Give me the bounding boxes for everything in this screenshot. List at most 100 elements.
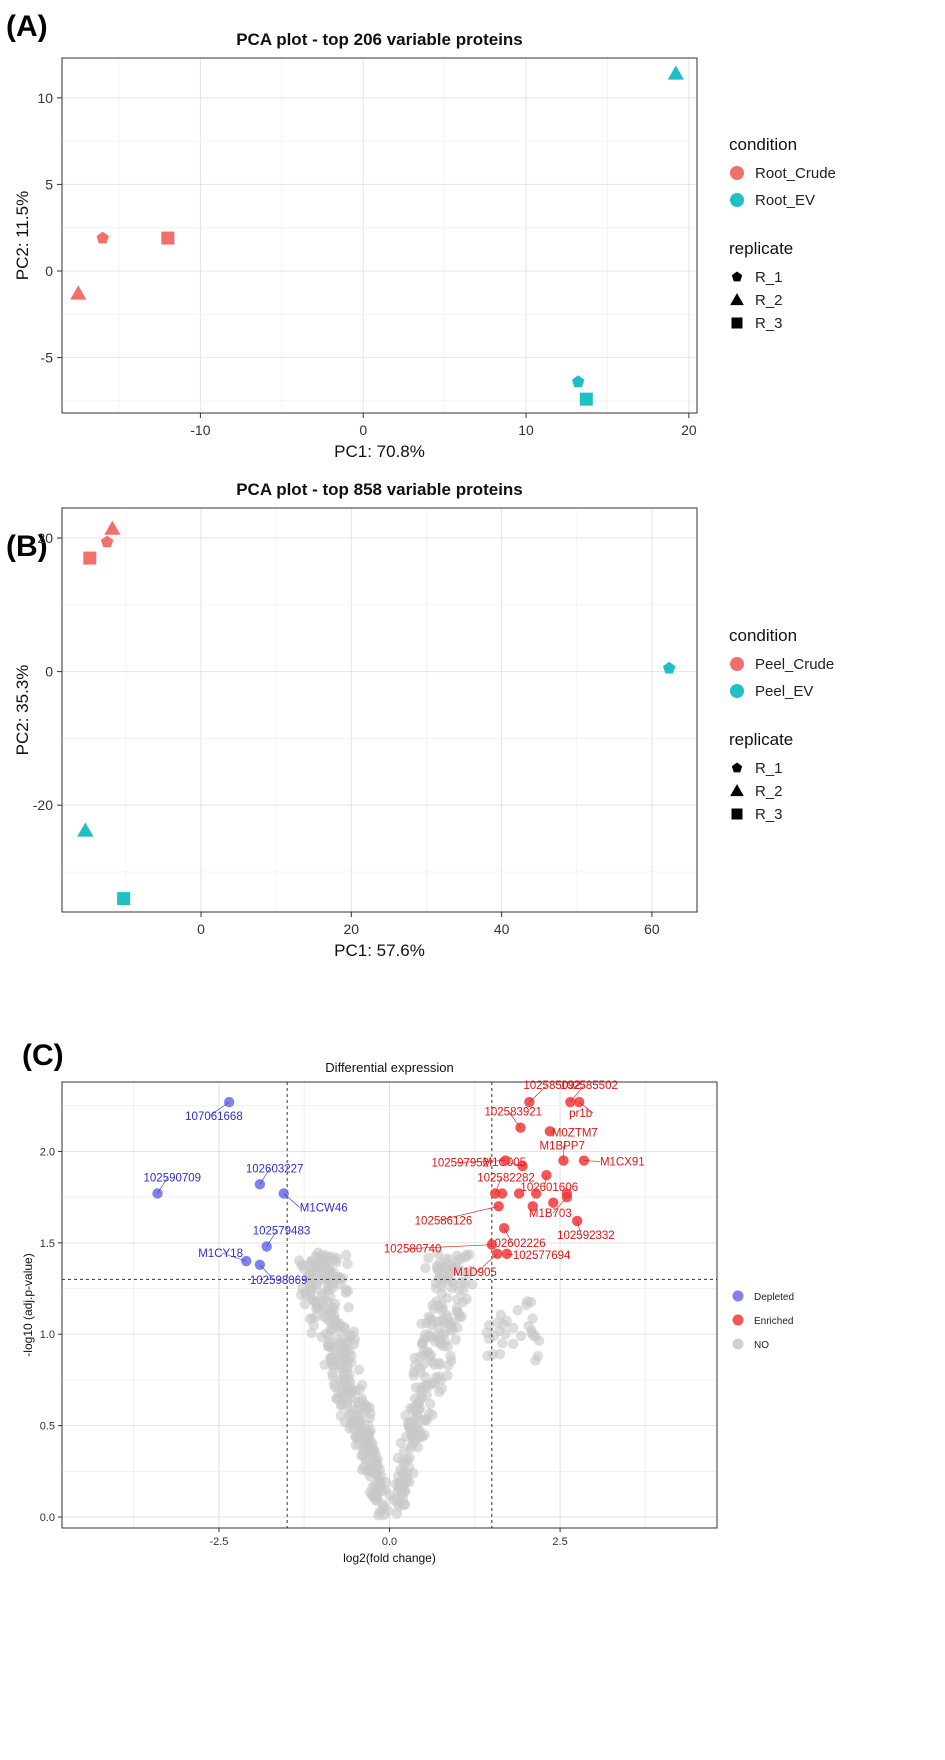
data-point-no: [348, 1338, 360, 1350]
x-axis-label: PC1: 57.6%: [334, 941, 425, 960]
data-point-no: [344, 1377, 356, 1388]
y-tick-label: 1.0: [40, 1329, 55, 1341]
data-point-no: [327, 1282, 338, 1294]
legend-label-r_3: R_3: [755, 806, 783, 823]
label-leader-line: [506, 1253, 513, 1256]
chart-title: PCA plot - top 858 variable proteins: [236, 480, 523, 499]
data-point-no: [532, 1350, 544, 1362]
data-point-no: [422, 1347, 433, 1358]
data-point-no: [417, 1336, 429, 1348]
label-leader-line: [578, 1101, 594, 1114]
point-label-102585502: 102585502: [560, 1080, 618, 1092]
data-point-no: [400, 1431, 412, 1442]
data-point-no: [507, 1322, 519, 1334]
x-axis-label: log2(fold change): [343, 1551, 436, 1565]
data-point-no: [412, 1410, 423, 1422]
y-tick-label: 20: [37, 530, 53, 546]
data-point-depleted: [278, 1188, 289, 1199]
legend-key-peel_crude: [730, 657, 744, 671]
data-point-peel_crude-r_1: [100, 535, 114, 548]
data-point-no: [432, 1248, 443, 1259]
legend-title-replicate: replicate: [729, 730, 793, 749]
data-point-no: [299, 1287, 311, 1298]
legend-label-peel_ev: Peel_EV: [755, 683, 813, 700]
legend-label-enriched: Enriched: [754, 1316, 793, 1327]
data-point-no: [409, 1393, 421, 1404]
data-point-enriched: [565, 1096, 576, 1108]
data-point-no: [483, 1333, 495, 1345]
chart-title: PCA plot - top 206 variable proteins: [236, 30, 523, 49]
data-point-no: [437, 1277, 449, 1288]
data-point-no: [497, 1338, 508, 1349]
data-point-peel_crude-r_3: [83, 551, 97, 565]
data-point-no: [342, 1258, 353, 1270]
data-point-no: [416, 1318, 427, 1329]
legend-label-r_2: R_2: [755, 292, 783, 309]
legend-label-root_ev: Root_EV: [755, 192, 815, 209]
data-point-peel_crude-r_2: [104, 520, 121, 535]
data-point-no: [393, 1501, 405, 1512]
legend-title-replicate: replicate: [729, 239, 793, 258]
label-leader-line: [544, 1175, 547, 1188]
data-point-root_ev-r_1: [572, 375, 585, 388]
data-point-enriched: [527, 1201, 538, 1212]
data-point-no: [403, 1419, 414, 1430]
point-label-m1b703: M1B703: [529, 1208, 572, 1220]
legend-label-depleted: Depleted: [754, 1292, 794, 1303]
data-point-no: [450, 1334, 461, 1345]
data-point-no: [410, 1360, 421, 1371]
label-leader-line: [259, 1264, 275, 1280]
point-label-107061668: 107061668: [185, 1111, 243, 1123]
significant-points: 107061668 102590709 102603227 M1CW46 1025794…: [144, 1080, 645, 1287]
data-point-no: [368, 1444, 379, 1455]
label-leader-line: [407, 1244, 492, 1249]
label-leader-line: [438, 1206, 499, 1221]
data-point-no: [340, 1249, 352, 1261]
data-point-no: [420, 1413, 431, 1425]
point-label-102598069: 102598069: [250, 1275, 308, 1287]
x-tick-label: -10: [190, 422, 210, 438]
data-point-no: [340, 1287, 352, 1298]
data-point-enriched: [530, 1188, 542, 1199]
y-tick-label: 1.5: [40, 1238, 55, 1250]
data-point-no: [455, 1253, 467, 1264]
data-point-no: [507, 1338, 519, 1349]
data-point-no: [495, 1309, 506, 1320]
data-point-no: [526, 1327, 537, 1339]
label-leader-line: [549, 1131, 552, 1133]
data-point-enriched: [561, 1188, 573, 1199]
legend-key-r_1: [731, 271, 743, 282]
data-point-no: [467, 1279, 478, 1290]
data-point-no: [365, 1465, 377, 1476]
data-point-no: [397, 1467, 409, 1478]
data-point-no: [435, 1335, 446, 1346]
data-point-no: [354, 1384, 365, 1395]
non-significant-points: [294, 1247, 545, 1521]
label-leader-line: [529, 1084, 548, 1103]
data-point-enriched: [501, 1248, 513, 1260]
legend: condition Peel_Crude Peel_EV replicate R_1 R_…: [729, 626, 834, 823]
y-tick-label: 0: [45, 664, 53, 680]
point-label-m1cx91: M1CX91: [600, 1157, 645, 1169]
plot-border: [61, 507, 698, 913]
data-point-no: [409, 1429, 420, 1440]
data-point-enriched: [513, 1188, 525, 1199]
label-leader-line: [477, 1253, 498, 1273]
data-point-no: [327, 1368, 338, 1379]
data-point-no: [408, 1370, 420, 1381]
point-label-102577694: 102577694: [513, 1250, 571, 1262]
panel-letter-a: (A): [6, 10, 48, 43]
data-point-no: [311, 1264, 322, 1275]
data-point-no: [400, 1410, 411, 1421]
y-axis-label: PC2: 11.5%: [13, 191, 32, 280]
data-point-root_ev-r_3: [579, 392, 593, 406]
legend-label-root_crude: Root_Crude: [755, 165, 836, 182]
point-label-m1bpp7: M1BPP7: [539, 1141, 584, 1153]
data-point-no: [494, 1348, 506, 1360]
label-leader-line: [208, 1101, 230, 1117]
gridlines: [62, 58, 697, 413]
legend-key-no: [732, 1338, 744, 1350]
point-label-102580740: 102580740: [384, 1244, 442, 1256]
data-point-no: [319, 1259, 331, 1270]
legend-key-r_1: [731, 762, 743, 773]
